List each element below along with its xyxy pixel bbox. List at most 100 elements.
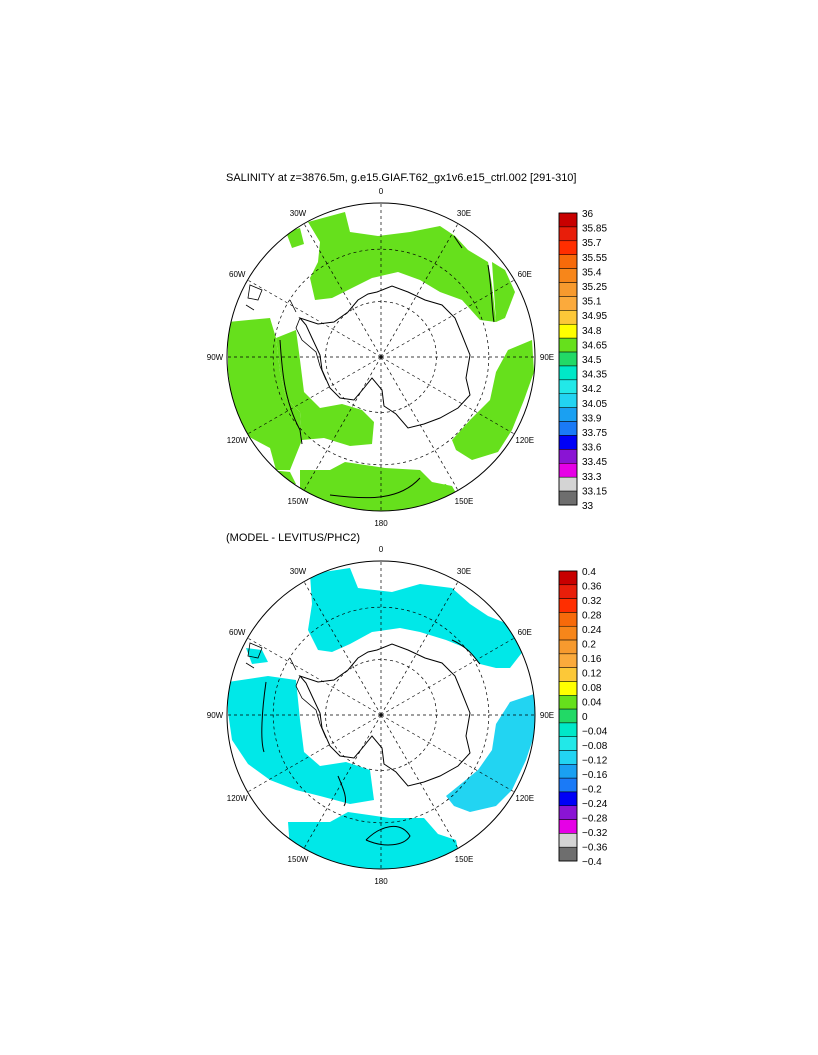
- colorbar-swatch: [558, 282, 578, 297]
- longitude-label: 90E: [540, 353, 554, 362]
- colorbar-tick-label: 0.4: [582, 567, 596, 578]
- antarctica-coastline: [298, 285, 471, 429]
- colorbar-tick-label: 33: [582, 501, 594, 512]
- colorbar-swatch: [558, 791, 578, 807]
- colorbar-swatch: [558, 805, 578, 820]
- colorbar-swatch: [558, 667, 578, 682]
- colorbar-tick-label: 35.4: [582, 267, 602, 278]
- antarctica-coastline-2: [298, 643, 471, 787]
- colorbar-tick-label: 33.45: [582, 457, 607, 468]
- colorbar-swatch: [558, 407, 578, 422]
- colorbar-tick-label: −0.12: [582, 756, 608, 767]
- longitude-label: 180: [374, 519, 388, 528]
- graticule-2: [227, 561, 535, 869]
- field-patch-east: [452, 340, 534, 460]
- colorbar-swatch: [558, 653, 578, 668]
- longitude-label: 150E: [455, 855, 474, 864]
- longitude-label: 0: [379, 187, 384, 196]
- colorbar-tick-label: 36: [582, 209, 594, 220]
- diff-patch-south: [288, 812, 460, 869]
- colorbar-swatch: [558, 212, 578, 228]
- colorbar-tick-label: 0.12: [582, 669, 602, 680]
- colorbar-swatch: [558, 449, 578, 464]
- colorbar-tick-label: 35.25: [582, 282, 607, 293]
- colorbar-swatch: [558, 819, 578, 834]
- colorbar-swatch: [558, 625, 578, 641]
- longitude-label: 90W: [207, 353, 224, 362]
- graticule: [227, 203, 535, 511]
- longitude-label: 90W: [207, 711, 224, 720]
- difference-colorbar: 0.4 0.36 0.32 0.28 0.24 0.2 0.16 0.12 0.08 0.04 0 −…: [558, 567, 608, 868]
- map-boundary: [226, 202, 536, 512]
- longitude-label: 60E: [518, 628, 532, 637]
- colorbar-tick-label: 0.04: [582, 698, 602, 709]
- colorbar-tick-label: 0.32: [582, 596, 602, 607]
- colorbar-tick-label: −0.4: [582, 857, 602, 868]
- longitude-label: 60W: [229, 628, 246, 637]
- field-patch-weddell: [308, 212, 496, 322]
- colorbar-tick-label: 34.65: [582, 340, 607, 351]
- colorbar-swatch: [558, 310, 578, 325]
- diff-patch-northeast: [488, 616, 524, 668]
- colorbar-tick-label: 35.85: [582, 224, 607, 235]
- diff-patch-small: [246, 648, 268, 664]
- colorbar-swatch: [558, 435, 578, 450]
- colorbar-tick-label: 0.16: [582, 654, 602, 665]
- colorbar-swatch: [558, 351, 578, 367]
- colorbar-tick-label: 33.9: [582, 413, 602, 424]
- longitude-label: 120W: [227, 794, 248, 803]
- colorbar-swatch: [558, 365, 578, 381]
- colorbar-tick-label: 35.1: [582, 297, 602, 308]
- diff-patch-north: [308, 568, 500, 668]
- colorbar-tick-label: −0.28: [582, 814, 608, 825]
- peninsula-2: [289, 657, 327, 739]
- longitude-label: 120W: [227, 436, 248, 445]
- colorbar-tick-label: 35.7: [582, 238, 602, 249]
- colorbar-swatch: [558, 695, 578, 710]
- colorbar-tick-label: 34.35: [582, 370, 607, 381]
- colorbar-swatch: [558, 296, 578, 311]
- colorbar-tick-label: 34.05: [582, 399, 607, 410]
- longitude-label: 150E: [455, 497, 474, 506]
- colorbar-tick-label: −0.08: [582, 741, 608, 752]
- colorbar-tick-label: 0.36: [582, 582, 602, 593]
- colorbar-swatch: [558, 777, 578, 793]
- salinity-polar-map: 0 30E 60E 90E 120E 150E 180 150W 120W 90W 60W 30W: [207, 187, 554, 528]
- colorbar-tick-label: 34.5: [582, 355, 602, 366]
- colorbar-tick-label: −0.2: [582, 785, 602, 796]
- colorbar-swatch: [558, 393, 578, 408]
- colorbar-tick-label: 34.2: [582, 384, 602, 395]
- longitude-label: 60E: [518, 270, 532, 279]
- longitude-label: 0: [379, 545, 384, 554]
- colorbar-swatch: [558, 421, 578, 436]
- colorbar-tick-label: −0.16: [582, 770, 608, 781]
- colorbar-swatch: [558, 639, 578, 655]
- colorbar-tick-label: 0: [582, 712, 588, 723]
- longitude-labels-2: 0 30E 60E 90E 120E 150E 180 150W 120W 90W 60W 30W: [207, 545, 554, 886]
- peninsula: [289, 299, 327, 381]
- colorbar-tick-label: 33.3: [582, 472, 602, 483]
- colorbar-swatch: [558, 240, 578, 255]
- map-boundary-2: [226, 560, 536, 870]
- colorbar-tick-label: 33.75: [582, 428, 607, 439]
- longitude-labels: 0 30E 60E 90E 120E 150E 180 150W 120W 90W 60W 30W: [207, 187, 554, 528]
- difference-polar-map: 0 30E 60E 90E 120E 150E 180 150W 120W 90W 60W 30W: [207, 545, 554, 886]
- difference-field: [228, 568, 535, 869]
- colorbar-swatch: [558, 708, 578, 724]
- colorbar-tick-label: 0.24: [582, 625, 602, 636]
- colorbar-tick-label: 35.55: [582, 253, 607, 264]
- colorbar-swatch: [558, 598, 578, 613]
- colorbar-swatch: [558, 490, 578, 506]
- south-america-tip-2: [245, 642, 263, 669]
- field-patch-small2: [436, 484, 450, 496]
- colorbar-swatch: [558, 736, 578, 751]
- colorbar-swatch: [558, 463, 578, 478]
- colorbar-tick-label: −0.04: [582, 727, 608, 738]
- colorbar-tick-label: −0.24: [582, 799, 608, 810]
- longitude-label: 150W: [288, 855, 309, 864]
- colorbar-tick-label: 0.08: [582, 683, 602, 694]
- colorbar-tick-label: −0.32: [582, 828, 608, 839]
- colorbar-swatch: [558, 833, 578, 848]
- colorbar-swatch: [558, 323, 578, 339]
- colorbar-swatch: [558, 337, 578, 353]
